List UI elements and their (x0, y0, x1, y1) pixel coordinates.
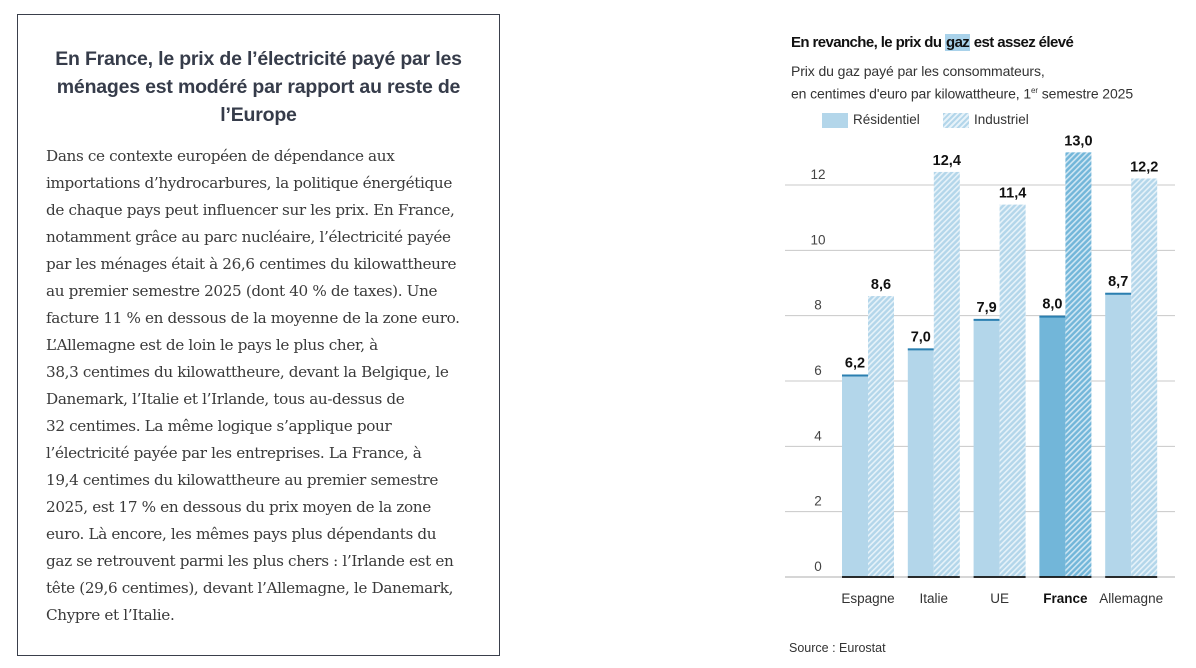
subtitle-text: semestre 2025 (1037, 85, 1134, 102)
article-body-line: de chaque pays peut influencer sur les p… (46, 201, 455, 219)
article-title-line: En France, le prix de l’électricité payé… (55, 48, 462, 70)
x-tick-label: Italie (920, 591, 949, 606)
bar-industriel-france (1065, 152, 1092, 578)
x-tick-label: France (1043, 591, 1088, 606)
article-body-line: 32 centimes. La même logique s’applique … (46, 417, 392, 435)
y-tick-label: 2 (814, 494, 822, 509)
chart-title-part: est assez élevé (970, 34, 1074, 51)
legend-label: Résidentiel (853, 112, 920, 127)
bar-residentiel-allemagne (1105, 292, 1132, 577)
article-title-line: l’Europe (220, 104, 297, 126)
chart-subtitle-line: en centimes d'euro par kilowattheure, 1e… (791, 81, 1133, 104)
article-body-line: 2025, est 17 % en dessous du prix moyen … (46, 498, 431, 516)
chart-title-highlight: gaz (945, 34, 971, 51)
y-tick-label: 10 (810, 232, 825, 247)
bar-residentiel-espagne (842, 374, 868, 577)
bar-industriel-ue (999, 204, 1026, 577)
chart-title: En revanche, le prix du gaz est assez él… (791, 34, 1074, 51)
chart-source: Source : Eurostat (789, 641, 886, 655)
article-body-line: importations d’hydrocarbures, la politiq… (46, 174, 452, 192)
article-body-line: facture 11 % en dessous de la moyenne de… (46, 309, 460, 327)
article-body-line: au premier semestre 2025 (dont 40 % de t… (46, 282, 438, 300)
y-tick-label: 12 (810, 167, 825, 182)
x-tick-label: Espagne (841, 591, 894, 606)
legend-swatch-solid (822, 113, 848, 128)
bar-residentiel-ue (973, 318, 1000, 577)
bar-residentiel-italie (907, 348, 934, 577)
article-body-line: Dans ce contexte européen de dépendance … (46, 147, 395, 165)
y-tick-label: 4 (814, 428, 822, 443)
bar-industriel-italie (933, 171, 960, 577)
article-body-line: 19,4 centimes du kilowattheure au premie… (46, 471, 438, 489)
y-tick-label: 6 (814, 363, 822, 378)
bar-industriel-espagne (868, 296, 894, 577)
chart-subtitle-line: Prix du gaz payé par les consommateurs, (791, 63, 1045, 79)
article-title-line: ménages est modéré par rapport au reste … (56, 76, 461, 98)
article-body-line: L’Allemagne est de loin le pays le plus … (46, 336, 378, 354)
x-tick-label: UE (990, 591, 1009, 606)
article-body-line: gaz se retrouvent parmi les plus chers :… (46, 552, 454, 570)
subtitle-superscript: er (1031, 86, 1038, 95)
article-body-line: Chypre et l’Italie. (46, 606, 175, 624)
article-body-line: tête (29,6 centimes), devant l’Allemagne… (46, 579, 454, 597)
data-label: 7,9 (977, 300, 997, 316)
article-body-line: l’électricité payée par les entreprises.… (46, 444, 422, 462)
chart-title-part: En revanche, le prix du (791, 34, 945, 51)
data-label: 8,6 (871, 277, 891, 293)
article-body-line: euro. Là encore, les mêmes pays plus dép… (46, 525, 437, 543)
article-body-line: par les ménages était à 26,6 centimes du… (46, 255, 457, 273)
legend-swatch-hatched (943, 113, 969, 128)
data-label: 12,4 (933, 153, 961, 169)
y-tick-label: 0 (814, 559, 822, 574)
data-label: 7,0 (911, 329, 931, 345)
bar-industriel-allemagne (1131, 178, 1158, 577)
subtitle-text: en centimes d'euro par kilowattheure, 1 (791, 85, 1032, 102)
x-tick-label: Allemagne (1099, 591, 1163, 606)
article-title: En France, le prix de l’électricité payé… (40, 45, 477, 129)
article-body-line: Danemark, l’Italie et l’Irlande, tous au… (46, 390, 405, 408)
data-label: 8,7 (1108, 274, 1128, 290)
data-label: 6,2 (845, 355, 865, 371)
data-label: 11,4 (999, 186, 1026, 202)
data-label: 13,0 (1064, 133, 1092, 149)
article-body-line: 38,3 centimes du kilowattheure, devant l… (46, 363, 449, 381)
article-body-line: notamment grâce au parc nucléaire, l’éle… (46, 228, 451, 246)
data-label: 12,2 (1130, 159, 1158, 175)
data-label: 8,0 (1042, 297, 1062, 313)
article-box: En France, le prix de l’électricité payé… (17, 14, 500, 656)
chart-subtitle: Prix du gaz payé par les consommateurs, … (791, 62, 1133, 104)
legend-label: Industriel (974, 112, 1029, 127)
y-tick-label: 8 (814, 298, 822, 313)
article-body: Dans ce contexte européen de dépendance … (46, 143, 485, 629)
bar-residentiel-france (1039, 315, 1066, 577)
